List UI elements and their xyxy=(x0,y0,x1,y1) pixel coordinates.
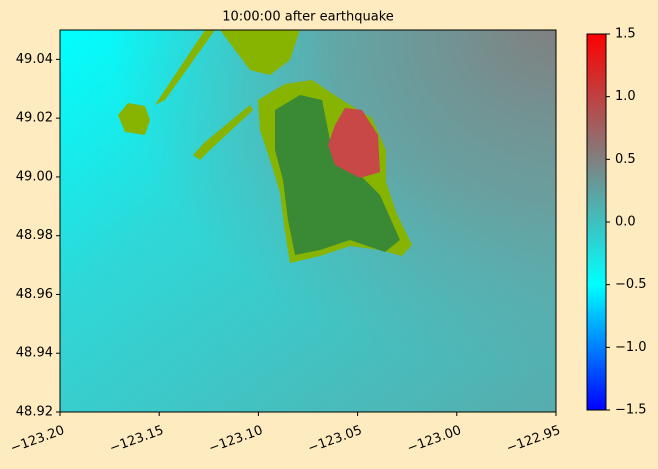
y-tick-label: 48.98 xyxy=(16,228,53,243)
land xyxy=(118,103,150,135)
colorbar xyxy=(586,33,607,411)
y-tick-label: 49.04 xyxy=(16,52,53,67)
y-tick-label: 48.96 xyxy=(16,287,53,302)
flooded-area xyxy=(328,108,380,178)
colorbar-tick-label: 0.5 xyxy=(615,152,636,167)
land xyxy=(155,30,215,105)
y-tick-label: 49.00 xyxy=(16,169,53,184)
land xyxy=(220,30,300,75)
y-tick-label: 48.92 xyxy=(16,405,53,420)
axes-frame xyxy=(59,29,557,413)
x-tick-label: −122.95 xyxy=(504,423,562,456)
x-tick-label: −123.10 xyxy=(207,423,265,456)
y-tick-label: 49.02 xyxy=(16,111,53,126)
y-tick-label: 48.94 xyxy=(16,346,53,361)
x-tick-label: −123.15 xyxy=(108,423,166,456)
colorbar-tick-label: 1.0 xyxy=(615,89,636,104)
x-tick-label: −123.05 xyxy=(306,423,364,456)
chart-title: 10:00:00 after earthquake xyxy=(222,10,394,25)
colorbar-tick-label: −1.5 xyxy=(615,403,647,418)
colorbar-tick-label: 0.0 xyxy=(615,215,636,230)
colorbar-tick-label: −1.0 xyxy=(615,340,647,355)
colorbar-tick-label: 1.5 xyxy=(615,27,636,42)
land-inland xyxy=(275,95,400,255)
map-image xyxy=(60,30,556,412)
land xyxy=(193,105,253,160)
colorbar-tick-label: −0.5 xyxy=(615,277,647,292)
x-tick-label: −123.20 xyxy=(8,423,66,456)
x-tick-label: −123.00 xyxy=(405,423,463,456)
